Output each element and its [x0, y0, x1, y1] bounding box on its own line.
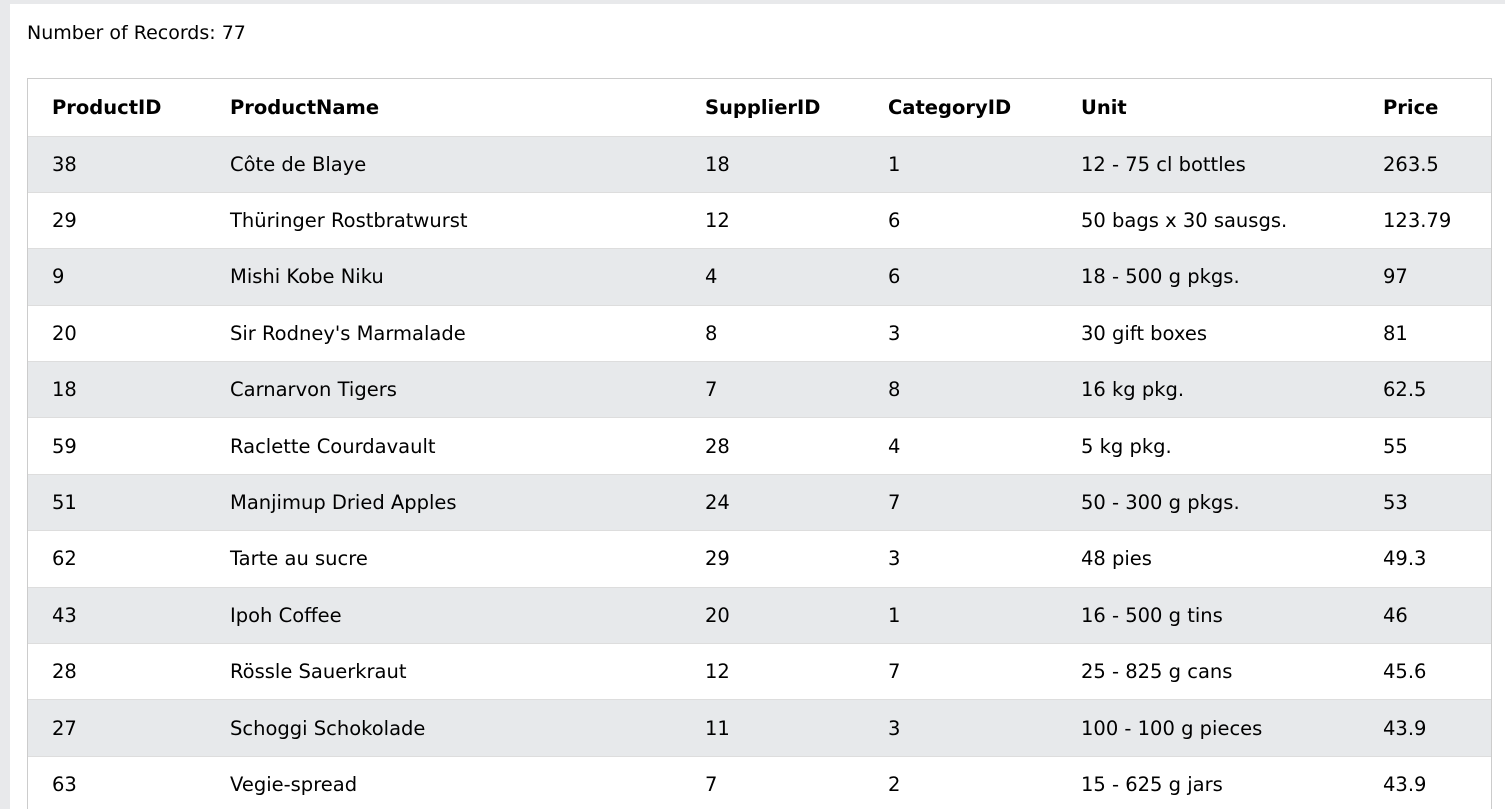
cell-price: 263.5: [1383, 152, 1439, 176]
results-table: ProductID ProductName SupplierID Categor…: [28, 79, 1491, 809]
cell-productid: 59: [52, 434, 77, 458]
cell-productid: 28: [52, 660, 77, 684]
cell-unit: 12 - 75 cl bottles: [1081, 152, 1246, 176]
table-row: 18 Carnarvon Tigers 7 8 16 kg pkg. 62.5: [28, 361, 1491, 418]
cell-unit: 100 - 100 g pieces: [1081, 716, 1263, 740]
record-count: Number of Records: 77: [27, 22, 246, 44]
cell-categoryid: 6: [888, 209, 901, 233]
cell-price: 55: [1383, 434, 1408, 458]
cell-supplierid: 20: [705, 603, 730, 627]
cell-productid: 27: [52, 716, 77, 740]
cell-supplierid: 8: [705, 321, 718, 345]
cell-categoryid: 1: [888, 152, 901, 176]
cell-unit: 16 kg pkg.: [1081, 378, 1185, 402]
cell-productname: Rössle Sauerkraut: [230, 660, 407, 684]
cell-productid: 63: [52, 773, 77, 797]
cell-productname: Manjimup Dried Apples: [230, 491, 457, 515]
table-row: 63 Vegie-spread 7 2 15 - 625 g jars 43.9: [28, 756, 1491, 809]
cell-supplierid: 12: [705, 209, 730, 233]
cell-productname: Tarte au sucre: [230, 547, 368, 571]
cell-categoryid: 6: [888, 265, 901, 289]
column-header-price: Price: [1383, 95, 1439, 119]
cell-productid: 29: [52, 209, 77, 233]
cell-productid: 20: [52, 321, 77, 345]
cell-productname: Ipoh Coffee: [230, 603, 342, 627]
cell-supplierid: 18: [705, 152, 730, 176]
cell-unit: 16 - 500 g tins: [1081, 603, 1223, 627]
cell-productid: 18: [52, 378, 77, 402]
cell-supplierid: 29: [705, 547, 730, 571]
cell-unit: 18 - 500 g pkgs.: [1081, 265, 1240, 289]
column-header-productname: ProductName: [230, 95, 380, 119]
result-panel: Number of Records: 77 ProductID ProductN…: [10, 4, 1505, 809]
cell-price: 43.9: [1383, 716, 1427, 740]
cell-unit: 5 kg pkg.: [1081, 434, 1172, 458]
cell-categoryid: 8: [888, 378, 901, 402]
table-row: 28 Rössle Sauerkraut 12 7 25 - 825 g cans 45.…: [28, 643, 1491, 700]
cell-price: 46: [1383, 603, 1408, 627]
cell-price: 97: [1383, 265, 1408, 289]
cell-productname: Raclette Courdavault: [230, 434, 436, 458]
cell-supplierid: 4: [705, 265, 718, 289]
cell-supplierid: 7: [705, 378, 718, 402]
cell-price: 43.9: [1383, 773, 1427, 797]
cell-price: 53: [1383, 491, 1408, 515]
table-body: 38 Côte de Blaye 18 1 12 - 75 cl bottles 263.…: [28, 136, 1491, 809]
cell-price: 49.3: [1383, 547, 1427, 571]
cell-price: 81: [1383, 321, 1408, 345]
cell-price: 123.79: [1383, 209, 1452, 233]
cell-categoryid: 3: [888, 321, 901, 345]
cell-unit: 50 - 300 g pkgs.: [1081, 491, 1240, 515]
cell-unit: 15 - 625 g jars: [1081, 773, 1223, 797]
cell-unit: 25 - 825 g cans: [1081, 660, 1233, 684]
table-row: 38 Côte de Blaye 18 1 12 - 75 cl bottles 263.…: [28, 136, 1491, 193]
cell-categoryid: 3: [888, 547, 901, 571]
column-header-productid: ProductID: [52, 95, 162, 119]
cell-productid: 9: [52, 265, 65, 289]
table-row: 27 Schoggi Schokolade 11 3 100 - 100 g piece…: [28, 699, 1491, 757]
cell-supplierid: 11: [705, 716, 730, 740]
cell-categoryid: 2: [888, 773, 901, 797]
cell-categoryid: 7: [888, 660, 901, 684]
cell-productname: Schoggi Schokolade: [230, 716, 426, 740]
column-header-categoryid: CategoryID: [888, 95, 1012, 119]
cell-supplierid: 12: [705, 660, 730, 684]
cell-productid: 43: [52, 603, 77, 627]
cell-categoryid: 7: [888, 491, 901, 515]
column-header-supplierid: SupplierID: [705, 95, 821, 119]
table-row: 62 Tarte au sucre 29 3 48 pies 49.3: [28, 530, 1491, 588]
table-header-row: ProductID ProductName SupplierID Categor…: [28, 79, 1491, 136]
cell-unit: 30 gift boxes: [1081, 321, 1207, 345]
cell-unit: 50 bags x 30 sausgs.: [1081, 209, 1288, 233]
cell-supplierid: 7: [705, 773, 718, 797]
table-row: 59 Raclette Courdavault 28 4 5 kg pkg. 55: [28, 417, 1491, 475]
cell-categoryid: 4: [888, 434, 901, 458]
results-table-wrapper: ProductID ProductName SupplierID Categor…: [27, 78, 1492, 809]
cell-supplierid: 24: [705, 491, 730, 515]
cell-categoryid: 3: [888, 716, 901, 740]
table-row: 51 Manjimup Dried Apples 24 7 50 - 300 g pkg…: [28, 474, 1491, 531]
table-row: 9 Mishi Kobe Niku 4 6 18 - 500 g pkgs. 97: [28, 248, 1491, 306]
table-row: 20 Sir Rodney's Marmalade 8 3 30 gift boxes 8…: [28, 305, 1491, 362]
cell-price: 45.6: [1383, 660, 1427, 684]
cell-unit: 48 pies: [1081, 547, 1152, 571]
cell-productname: Thüringer Rostbratwurst: [230, 209, 468, 233]
cell-productname: Côte de Blaye: [230, 152, 367, 176]
cell-supplierid: 28: [705, 434, 730, 458]
cell-productid: 51: [52, 491, 77, 515]
cell-productname: Vegie-spread: [230, 773, 358, 797]
cell-productname: Mishi Kobe Niku: [230, 265, 384, 289]
cell-productname: Carnarvon Tigers: [230, 378, 397, 402]
cell-categoryid: 1: [888, 603, 901, 627]
cell-productid: 38: [52, 152, 77, 176]
cell-productid: 62: [52, 547, 77, 571]
cell-productname: Sir Rodney's Marmalade: [230, 321, 466, 345]
cell-price: 62.5: [1383, 378, 1427, 402]
column-header-unit: Unit: [1081, 95, 1127, 119]
table-row: 29 Thüringer Rostbratwurst 12 6 50 bags x 30…: [28, 192, 1491, 249]
table-row: 43 Ipoh Coffee 20 1 16 - 500 g tins 46: [28, 587, 1491, 644]
